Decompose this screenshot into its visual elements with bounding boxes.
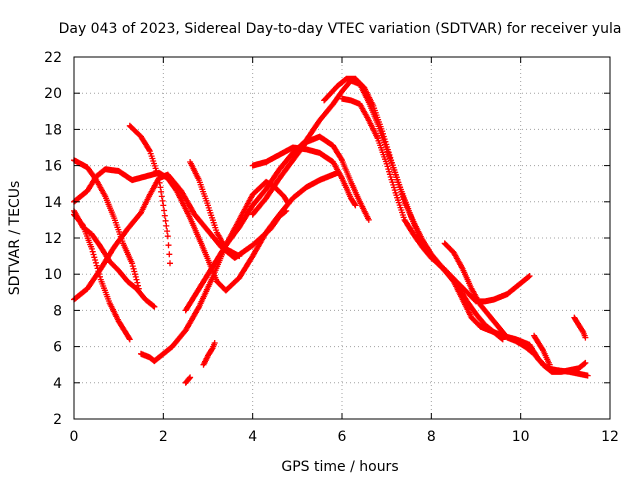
x-tick-label: 6 [338, 429, 347, 445]
point-markers [571, 314, 589, 341]
y-tick-label: 20 [44, 86, 62, 102]
data-marks [71, 75, 591, 386]
series-arc-p [441, 240, 589, 375]
x-axis-label: GPS time / hours [281, 459, 398, 475]
series-arc-g [138, 178, 292, 365]
series-arc-q [531, 332, 553, 368]
y-tick-label: 4 [53, 376, 62, 392]
point-markers [187, 159, 243, 260]
x-tick-label: 10 [512, 429, 530, 445]
point-markers [126, 122, 173, 267]
series-arc-r [571, 314, 589, 341]
series-arc-e [126, 122, 173, 267]
x-tick-label: 4 [248, 429, 257, 445]
x-tick-label: 12 [601, 429, 619, 445]
y-tick-label: 10 [44, 267, 62, 283]
point-markers [249, 133, 372, 223]
chart-title: Day 043 of 2023, Sidereal Day-to-day VTE… [59, 21, 622, 37]
y-tick-label: 6 [53, 340, 62, 356]
y-tick-label: 8 [53, 303, 62, 319]
y-tick-label: 14 [44, 195, 62, 211]
point-markers [182, 374, 194, 386]
series-arc-o [339, 95, 506, 343]
series-arc-h [187, 159, 243, 260]
gridlines [74, 57, 610, 419]
series-arc-n [321, 75, 591, 379]
point-markers [339, 95, 506, 343]
y-tick-label: 2 [53, 412, 62, 428]
point-markers [321, 75, 591, 379]
point-markers [138, 178, 292, 365]
point-markers [531, 332, 553, 368]
y-tick-label: 18 [44, 122, 62, 138]
y-tick-label: 22 [44, 50, 62, 66]
x-tick-label: 0 [70, 429, 79, 445]
series-arc-i [182, 374, 194, 386]
y-tick-label: 12 [44, 231, 62, 247]
point-markers [200, 340, 218, 368]
y-axis-label: SDTVAR / TECUs [7, 181, 23, 296]
x-tick-label: 8 [427, 429, 436, 445]
point-markers [441, 240, 589, 375]
series-arc-l [249, 133, 372, 223]
y-tick-label: 16 [44, 159, 62, 175]
series-arc-j [200, 340, 218, 368]
x-tick-label: 2 [159, 429, 168, 445]
